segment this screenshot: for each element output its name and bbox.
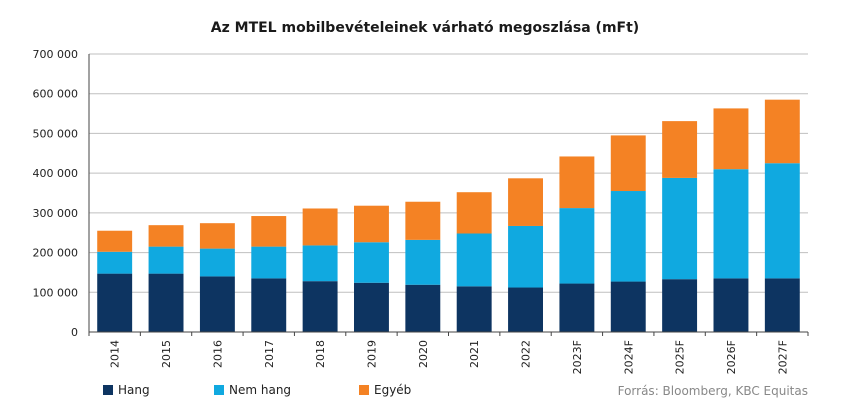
- legend-swatch-egyeb: [359, 385, 369, 395]
- bar-segment-egy-b-2019: [354, 205, 389, 243]
- x-tick-label: 2027F: [776, 340, 789, 374]
- bar-segment-nem-hang-2027F: [764, 163, 800, 279]
- y-tick-label: 100 000: [33, 286, 79, 299]
- bar-segment-nem-hang-2021: [456, 233, 492, 287]
- bar-segment-egy-b-2024F: [610, 135, 646, 192]
- bar-segment-nem-hang-2023F: [559, 208, 595, 284]
- bar-segment-hang-2018: [302, 281, 338, 332]
- bar-segment-egy-b-2016: [199, 223, 235, 249]
- y-tick-label: 700 000: [33, 48, 79, 61]
- legend: Hang Nem hang Egyéb: [0, 383, 850, 401]
- source-note: Forrás: Bloomberg, KBC Equitas: [617, 384, 808, 398]
- bar-segment-egy-b-2020: [405, 201, 441, 240]
- bar-segment-egy-b-2014: [97, 230, 133, 252]
- x-tick-label: 2019: [365, 340, 378, 368]
- bar-segment-nem-hang-2014: [97, 251, 133, 274]
- y-tick-label: 0: [71, 326, 78, 339]
- x-tick-label: 2022: [520, 340, 533, 368]
- bar-segment-nem-hang-2024F: [610, 191, 646, 282]
- bar-segment-nem-hang-2022: [508, 225, 543, 288]
- x-tick-label: 2021: [468, 340, 481, 368]
- legend-item-nem-hang: Nem hang: [214, 383, 291, 397]
- bar-segment-hang-2022: [508, 287, 543, 332]
- bar-segment-hang-2024F: [610, 281, 646, 332]
- bar-segment-hang-2026F: [713, 278, 749, 332]
- bar-segment-egy-b-2023F: [559, 156, 595, 209]
- gridlines: [89, 53, 808, 293]
- bar-segment-nem-hang-2020: [405, 239, 441, 285]
- bar-segment-hang-2023F: [559, 283, 595, 332]
- bar-segment-hang-2025F: [662, 279, 698, 332]
- bar-segment-hang-2015: [148, 273, 184, 332]
- x-tick-label: 2020: [417, 340, 430, 368]
- bar-segment-nem-hang-2019: [354, 242, 389, 283]
- bar-segment-egy-b-2015: [148, 225, 184, 247]
- legend-label-hang: Hang: [118, 383, 150, 397]
- bar-segment-hang-2017: [251, 278, 287, 332]
- x-tick-label: 2016: [211, 340, 224, 368]
- bar-segment-nem-hang-2017: [251, 246, 287, 279]
- x-tick-label: 2014: [109, 340, 122, 368]
- bar-segment-nem-hang-2025F: [662, 177, 698, 280]
- bar-segment-egy-b-2026F: [713, 108, 749, 170]
- y-tick-label: 300 000: [33, 207, 79, 220]
- y-tick-label: 500 000: [33, 127, 79, 140]
- x-tick-label: 2018: [314, 340, 327, 368]
- bar-segment-egy-b-2027F: [764, 99, 800, 164]
- x-tick-label: 2026F: [725, 340, 738, 374]
- bar-segment-egy-b-2025F: [662, 121, 698, 178]
- legend-item-egyeb: Egyéb: [359, 383, 411, 397]
- y-tick-label: 400 000: [33, 167, 79, 180]
- x-tick-label: 2025F: [674, 340, 687, 374]
- bar-segment-nem-hang-2016: [199, 248, 235, 277]
- bar-segment-nem-hang-2018: [302, 245, 338, 282]
- bar-segment-hang-2020: [405, 284, 441, 332]
- bar-segment-nem-hang-2026F: [713, 169, 749, 279]
- bar-segment-hang-2027F: [764, 278, 800, 332]
- x-tick-label: 2017: [263, 340, 276, 368]
- legend-item-hang: Hang: [103, 383, 150, 397]
- x-tick-label: 2015: [160, 340, 173, 368]
- x-tick-label: 2023F: [571, 340, 584, 374]
- bar-segment-egy-b-2018: [302, 208, 338, 246]
- bar-segment-hang-2014: [97, 273, 133, 332]
- bar-segment-egy-b-2022: [508, 178, 543, 226]
- y-tick-label: 200 000: [33, 247, 79, 260]
- bar-segment-egy-b-2017: [251, 216, 287, 247]
- legend-swatch-hang: [103, 385, 113, 395]
- bar-segment-hang-2016: [199, 276, 235, 332]
- legend-label-egyeb: Egyéb: [374, 383, 412, 397]
- x-tick-label: 2024F: [622, 340, 635, 374]
- y-tick-label: 600 000: [33, 88, 79, 101]
- chart-title: Az MTEL mobilbevételeinek várható megosz…: [210, 20, 640, 36]
- axes: 0 100 000 200 000 300 000 400 000 500 000 600 …: [33, 48, 809, 374]
- bar-segment-egy-b-2021: [456, 192, 492, 234]
- legend-label-nem-hang: Nem hang: [229, 383, 292, 397]
- bar-segment-hang-2021: [456, 286, 492, 332]
- bars: [97, 99, 800, 332]
- legend-swatch-nem-hang: [214, 385, 224, 395]
- bar-segment-nem-hang-2015: [148, 246, 184, 274]
- bar-segment-hang-2019: [354, 282, 389, 332]
